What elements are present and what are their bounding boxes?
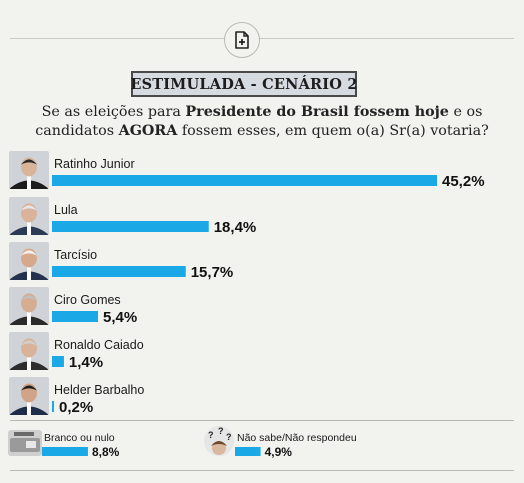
bar-value-label: 4,9% [265,445,293,459]
footer-divider [10,470,514,471]
category-name: Não sabe/Não respondeu [237,432,357,444]
question-person-icon: ??? [204,426,234,456]
bar [52,401,54,412]
svg-text:?: ? [218,426,224,436]
bar [52,356,64,367]
top-divider [10,38,514,39]
candidate-photo [9,287,49,325]
bar-value-label: 45,2% [442,173,485,190]
bar [52,311,98,322]
svg-text:?: ? [226,432,232,442]
survey-question: Se as eleições para Presidente do Brasil… [35,104,489,139]
bar [235,447,261,456]
bar [52,266,186,277]
candidate-photo [9,332,49,370]
bar [52,221,209,232]
bar-value-label: 18,4% [214,219,257,236]
candidate-name: Ratinho Junior [54,157,135,171]
candidate-name: Ronaldo Caiado [54,338,144,352]
ballot-box-icon [8,430,42,456]
bar-value-label: 0,2% [59,399,93,416]
candidate-photo [9,242,49,280]
chart-title-box: ESTIMULADA - CENÁRIO 2 [130,71,358,97]
candidate-photo [9,197,49,235]
bottom-divider [10,420,514,421]
chart-title: ESTIMULADA - CENÁRIO 2 [130,75,358,93]
candidate-photo [9,377,49,415]
bar [52,175,437,186]
candidate-name: Tarcísio [54,248,97,262]
candidate-name: Helder Barbalho [54,383,144,397]
svg-text:?: ? [208,430,214,440]
candidate-name: Ciro Gomes [54,293,121,307]
bar-value-label: 5,4% [103,309,137,326]
bar-value-label: 15,7% [191,264,234,281]
bar [42,447,88,456]
candidate-name: Lula [54,203,78,217]
document-plus-icon [224,22,260,58]
candidate-photo [9,151,49,189]
category-name: Branco ou nulo [44,432,115,444]
bar-value-label: 8,8% [92,445,120,459]
bar-value-label: 1,4% [69,354,103,371]
